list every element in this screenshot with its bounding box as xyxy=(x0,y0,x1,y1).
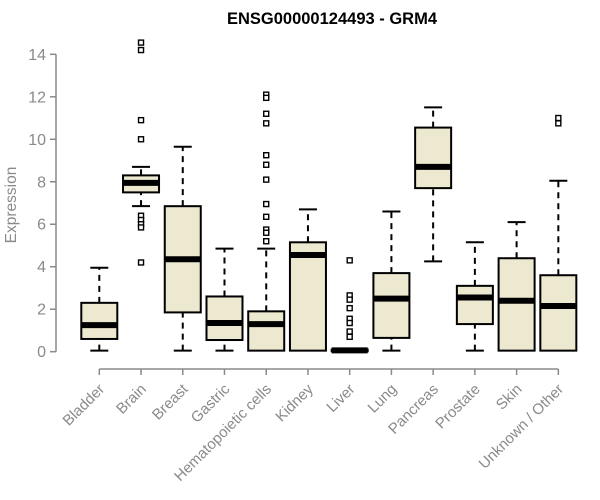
iqr-box xyxy=(455,284,494,326)
y-tick-label: 14 xyxy=(28,47,46,64)
y-axis-label: Expression xyxy=(3,167,20,244)
box-gastric xyxy=(205,247,244,352)
y-tick-label: 12 xyxy=(28,89,46,106)
outlier-point xyxy=(263,110,270,117)
box-unknown-other xyxy=(539,114,578,352)
y-tick-label: 6 xyxy=(37,217,46,234)
x-tick-label: Liver xyxy=(323,381,358,416)
outlier-point xyxy=(263,213,270,221)
outlier-point xyxy=(555,120,562,127)
box-lung xyxy=(372,210,411,352)
outlier-point xyxy=(346,257,353,264)
outlier-point xyxy=(137,259,145,266)
outlier-point xyxy=(263,238,270,245)
box-kidney xyxy=(288,208,327,352)
iqr-box xyxy=(539,274,578,352)
iqr-box xyxy=(247,310,286,352)
outlier-point xyxy=(137,46,145,54)
outlier-point xyxy=(137,39,145,46)
outlier-point xyxy=(263,120,270,127)
x-tick-label: Skin xyxy=(493,381,526,414)
outlier-point xyxy=(263,176,270,183)
x-tick-label: Bladder xyxy=(60,381,109,430)
outlier-point xyxy=(346,296,353,303)
outlier-point xyxy=(263,200,270,208)
iqr-box xyxy=(205,295,244,342)
y-tick-label: 10 xyxy=(28,132,46,149)
outlier-point xyxy=(263,94,270,102)
outlier-point xyxy=(263,152,270,159)
y-axis: 0 2 4 6 8 10 12 14 xyxy=(28,47,57,361)
outlier-point xyxy=(137,136,145,143)
outlier-point xyxy=(137,224,145,231)
outlier-point xyxy=(346,319,353,327)
box-skin xyxy=(497,221,536,352)
x-tick-label: Lung xyxy=(365,381,401,417)
outlier-point xyxy=(137,116,145,124)
outlier-point xyxy=(346,304,353,312)
y-tick-label: 8 xyxy=(37,174,46,191)
y-tick-label: 4 xyxy=(37,259,46,276)
outlier-point xyxy=(555,114,562,122)
box-prostate xyxy=(455,241,494,352)
box-brain xyxy=(122,39,161,266)
iqr-box xyxy=(414,126,453,190)
box-bladder xyxy=(80,266,119,352)
x-tick-label: Brain xyxy=(113,381,150,418)
box-hematopoietic-cells xyxy=(247,91,286,352)
chart-title: ENSG00000124493 - GRM4 xyxy=(227,10,438,28)
x-tick-label: Prostate xyxy=(432,381,484,433)
iqr-box xyxy=(497,257,536,352)
box-series xyxy=(80,39,578,354)
outlier-point xyxy=(263,229,270,236)
box-liver xyxy=(330,257,369,354)
y-tick-label: 2 xyxy=(37,302,46,319)
outlier-point xyxy=(346,328,353,335)
x-tick-label: Breast xyxy=(149,380,192,423)
outlier-point xyxy=(263,161,270,168)
box-pancreas xyxy=(414,106,453,263)
iqr-box xyxy=(80,301,119,340)
outlier-point xyxy=(346,333,353,341)
x-tick-label: Kidney xyxy=(272,380,317,425)
iqr-box xyxy=(288,241,327,352)
y-tick-label: 0 xyxy=(37,344,46,361)
box-breast xyxy=(163,145,202,352)
iqr-box xyxy=(372,272,411,339)
